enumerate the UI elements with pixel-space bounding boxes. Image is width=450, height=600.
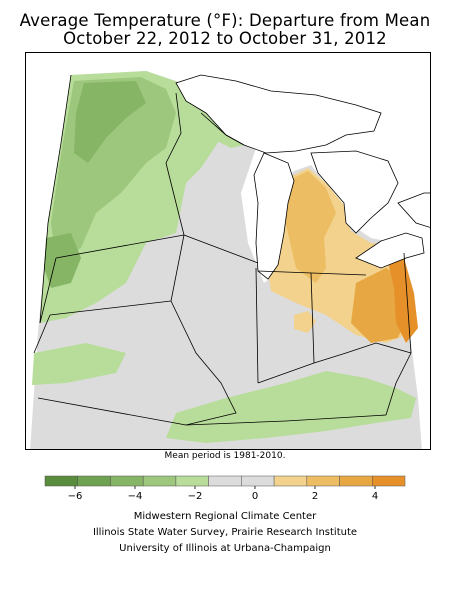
legend-swatch [77, 475, 111, 487]
border-ky-tn [185, 414, 387, 426]
legend-swatch [339, 475, 373, 487]
cool-zone-light-southwest [32, 343, 126, 385]
map-svg [26, 53, 430, 449]
state-borders [33, 74, 412, 426]
credit-line3: University of Illinois at Urbana-Champai… [119, 543, 331, 554]
border-ia-mo [49, 300, 172, 316]
credit-line2: Illinois State Water Survey, Prairie Res… [92, 527, 358, 538]
legend-tick-label: −4 [128, 491, 143, 502]
border-mn-ia [55, 234, 185, 259]
legend-swatch [273, 475, 308, 487]
border-wv-va [385, 352, 412, 416]
credit-line1: Midwestern Regional Climate Center [133, 511, 317, 522]
legend-tick-label: −6 [68, 491, 83, 502]
legend-swatch [175, 475, 209, 487]
border-ks-mo [33, 314, 51, 354]
cool-zone-dark-northwest [74, 81, 146, 163]
map-title-line1: Average Temperature (°F): Departure from… [19, 11, 431, 30]
border-mo-ar [37, 397, 187, 426]
legend-swatch [241, 475, 275, 487]
legend-swatch [208, 475, 242, 487]
border-mo-il [170, 300, 237, 426]
map-title-line2: October 22, 2012 to October 31, 2012 [63, 29, 387, 48]
legend-swatch [372, 475, 406, 487]
legend-tick-label: 4 [372, 491, 378, 502]
border-up-wi [200, 112, 245, 146]
legend-tick-label: 0 [252, 491, 258, 502]
legend-swatch [306, 475, 340, 487]
cool-zone-dark-west [44, 233, 81, 288]
border-il-in [255, 267, 259, 384]
legend-svg: −6 −4 −2 0 2 4 [44, 475, 406, 502]
border-mn-dakota [39, 74, 72, 324]
warm-zone-spot-indiana [294, 311, 316, 333]
border-mn-wi [165, 92, 185, 236]
legend-tick-label: 2 [312, 491, 318, 502]
warm-zone-darkest-east [386, 253, 418, 343]
mean-period-note: Mean period is 1981-2010. [164, 451, 286, 461]
border-ne-ia [39, 257, 57, 324]
legend-swatch [142, 475, 177, 487]
legend-tick-label: −2 [188, 491, 203, 502]
border-in-oh [310, 272, 315, 364]
lake-erie-east-water [397, 192, 430, 228]
legend-swatch [44, 475, 78, 487]
border-wi-il [183, 234, 259, 264]
lake-michigan [253, 152, 295, 280]
lake-superior [175, 74, 382, 154]
border-mi-in-oh [257, 270, 367, 276]
lake-huron [310, 150, 399, 234]
border-oh-pa [403, 252, 412, 354]
legend-swatch [110, 475, 144, 487]
temperature-departure-map [25, 52, 431, 450]
cool-zone-light-south [166, 371, 416, 443]
border-ky-north [257, 342, 412, 384]
color-scale-legend: −6 −4 −2 0 2 4 [0, 470, 450, 510]
border-ia-il [170, 234, 185, 302]
warm-zone-mid-michigan [281, 171, 336, 283]
lake-erie [355, 232, 425, 269]
